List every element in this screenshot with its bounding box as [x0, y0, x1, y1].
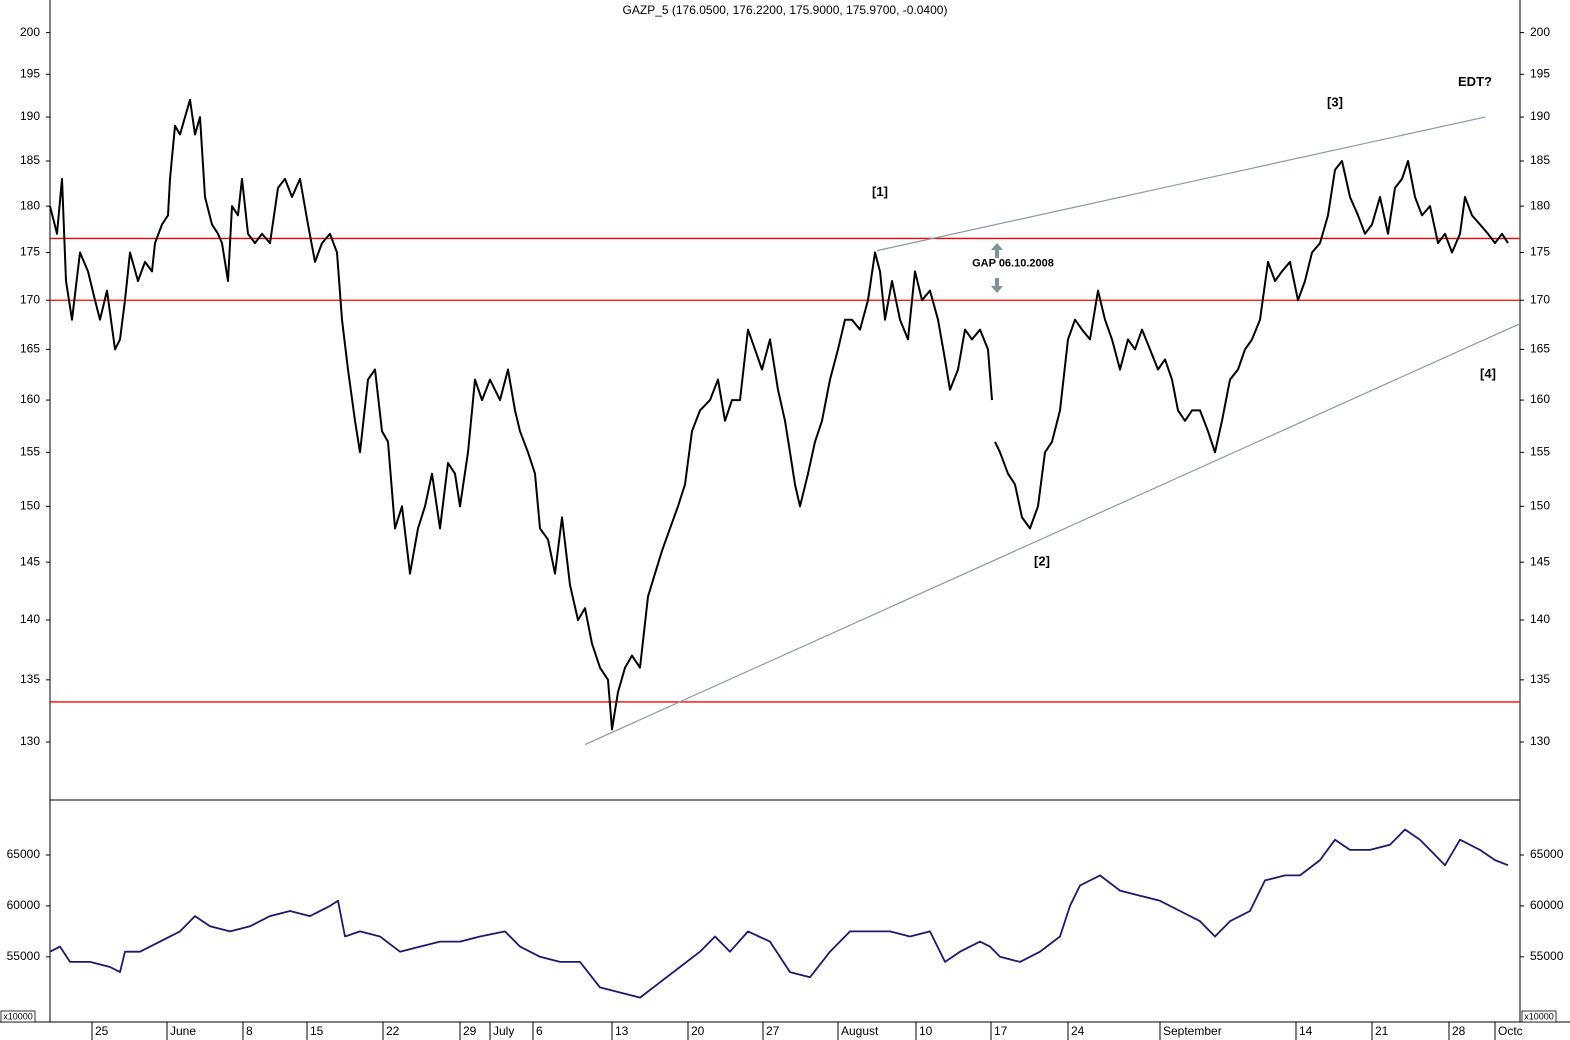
x-tick-label: August — [841, 1024, 879, 1038]
y-tick-label: 180 — [1530, 198, 1550, 212]
y-tick-label: 55000 — [1530, 949, 1564, 963]
x-tick-label: July — [493, 1024, 514, 1038]
scale-label: x10000 — [3, 1011, 33, 1021]
y-tick-label: 190 — [20, 109, 40, 123]
x-tick-label: 24 — [1071, 1024, 1085, 1038]
y-tick-label: 175 — [1530, 245, 1550, 259]
y-tick-label: 150 — [20, 499, 40, 513]
y-tick-label: 155 — [20, 445, 40, 459]
x-tick-label: 10 — [919, 1024, 933, 1038]
y-tick-label: 185 — [1530, 153, 1550, 167]
y-tick-label: 140 — [1530, 612, 1550, 626]
y-tick-label: 145 — [1530, 554, 1550, 568]
annotation: [4] — [1480, 366, 1496, 381]
x-tick-label: June — [170, 1024, 196, 1038]
y-tick-label: 150 — [1530, 499, 1550, 513]
x-tick-label: 14 — [1299, 1024, 1313, 1038]
y-tick-label: 160 — [20, 392, 40, 406]
annotation: [1] — [872, 184, 888, 199]
x-tick-label: 27 — [766, 1024, 780, 1038]
y-tick-label: 145 — [20, 554, 40, 568]
price-line — [49, 828, 1509, 999]
y-tick-label: 195 — [1530, 66, 1550, 80]
y-tick-label: 130 — [20, 734, 40, 748]
x-tick-label: 20 — [691, 1024, 705, 1038]
y-tick-label: 180 — [20, 198, 40, 212]
x-tick-label: 25 — [95, 1024, 109, 1038]
annotation: [2] — [1034, 554, 1050, 569]
x-tick-label: 21 — [1375, 1024, 1389, 1038]
y-tick-label: 60000 — [7, 898, 41, 912]
y-tick-label: 155 — [1530, 445, 1550, 459]
x-tick-label: 6 — [536, 1024, 543, 1038]
price-line — [49, 98, 1509, 731]
x-tick-label: 29 — [463, 1024, 477, 1038]
x-tick-label: 28 — [1452, 1024, 1466, 1038]
x-tick-label: 13 — [615, 1024, 629, 1038]
y-tick-label: 65000 — [7, 847, 41, 861]
chart-title: GAZP_5 (176.0500, 176.2200, 175.9000, 17… — [623, 3, 948, 17]
y-tick-label: 135 — [20, 672, 40, 686]
gap-arrow-up — [991, 243, 1003, 258]
y-tick-label: 165 — [20, 342, 40, 356]
x-tick-label: 8 — [246, 1024, 253, 1038]
annotation: [3] — [1327, 95, 1343, 110]
y-tick-label: 185 — [20, 153, 40, 167]
scale-box — [0, 1010, 36, 1023]
y-tick-label: 65000 — [1530, 847, 1564, 861]
gap-arrow-down — [991, 278, 1003, 293]
y-tick-label: 135 — [1530, 672, 1550, 686]
annotation: EDT? — [1458, 74, 1492, 89]
y-tick-label: 170 — [1530, 292, 1550, 306]
y-tick-label: 140 — [20, 612, 40, 626]
y-tick-label: 60000 — [1530, 898, 1564, 912]
y-tick-label: 175 — [20, 245, 40, 259]
trendline — [584, 323, 1521, 746]
annotation: GAP 06.10.2008 — [972, 258, 1054, 270]
y-tick-label: 55000 — [7, 949, 41, 963]
trendline — [876, 116, 1486, 252]
x-tick-label: 15 — [310, 1024, 324, 1038]
y-tick-label: 195 — [20, 66, 40, 80]
scale-label: x10000 — [1524, 1011, 1554, 1021]
y-tick-label: 130 — [1530, 734, 1550, 748]
scale-box — [1521, 1010, 1557, 1023]
y-tick-label: 200 — [1530, 25, 1550, 39]
x-tick-label: 22 — [386, 1024, 400, 1038]
x-tick-label: Octc — [1498, 1024, 1523, 1038]
y-tick-label: 190 — [1530, 109, 1550, 123]
x-tick-label: September — [1163, 1024, 1222, 1038]
x-tick-label: 17 — [994, 1024, 1008, 1038]
y-tick-label: 200 — [20, 25, 40, 39]
y-tick-label: 165 — [1530, 342, 1550, 356]
y-tick-label: 160 — [1530, 392, 1550, 406]
y-tick-label: 170 — [20, 292, 40, 306]
